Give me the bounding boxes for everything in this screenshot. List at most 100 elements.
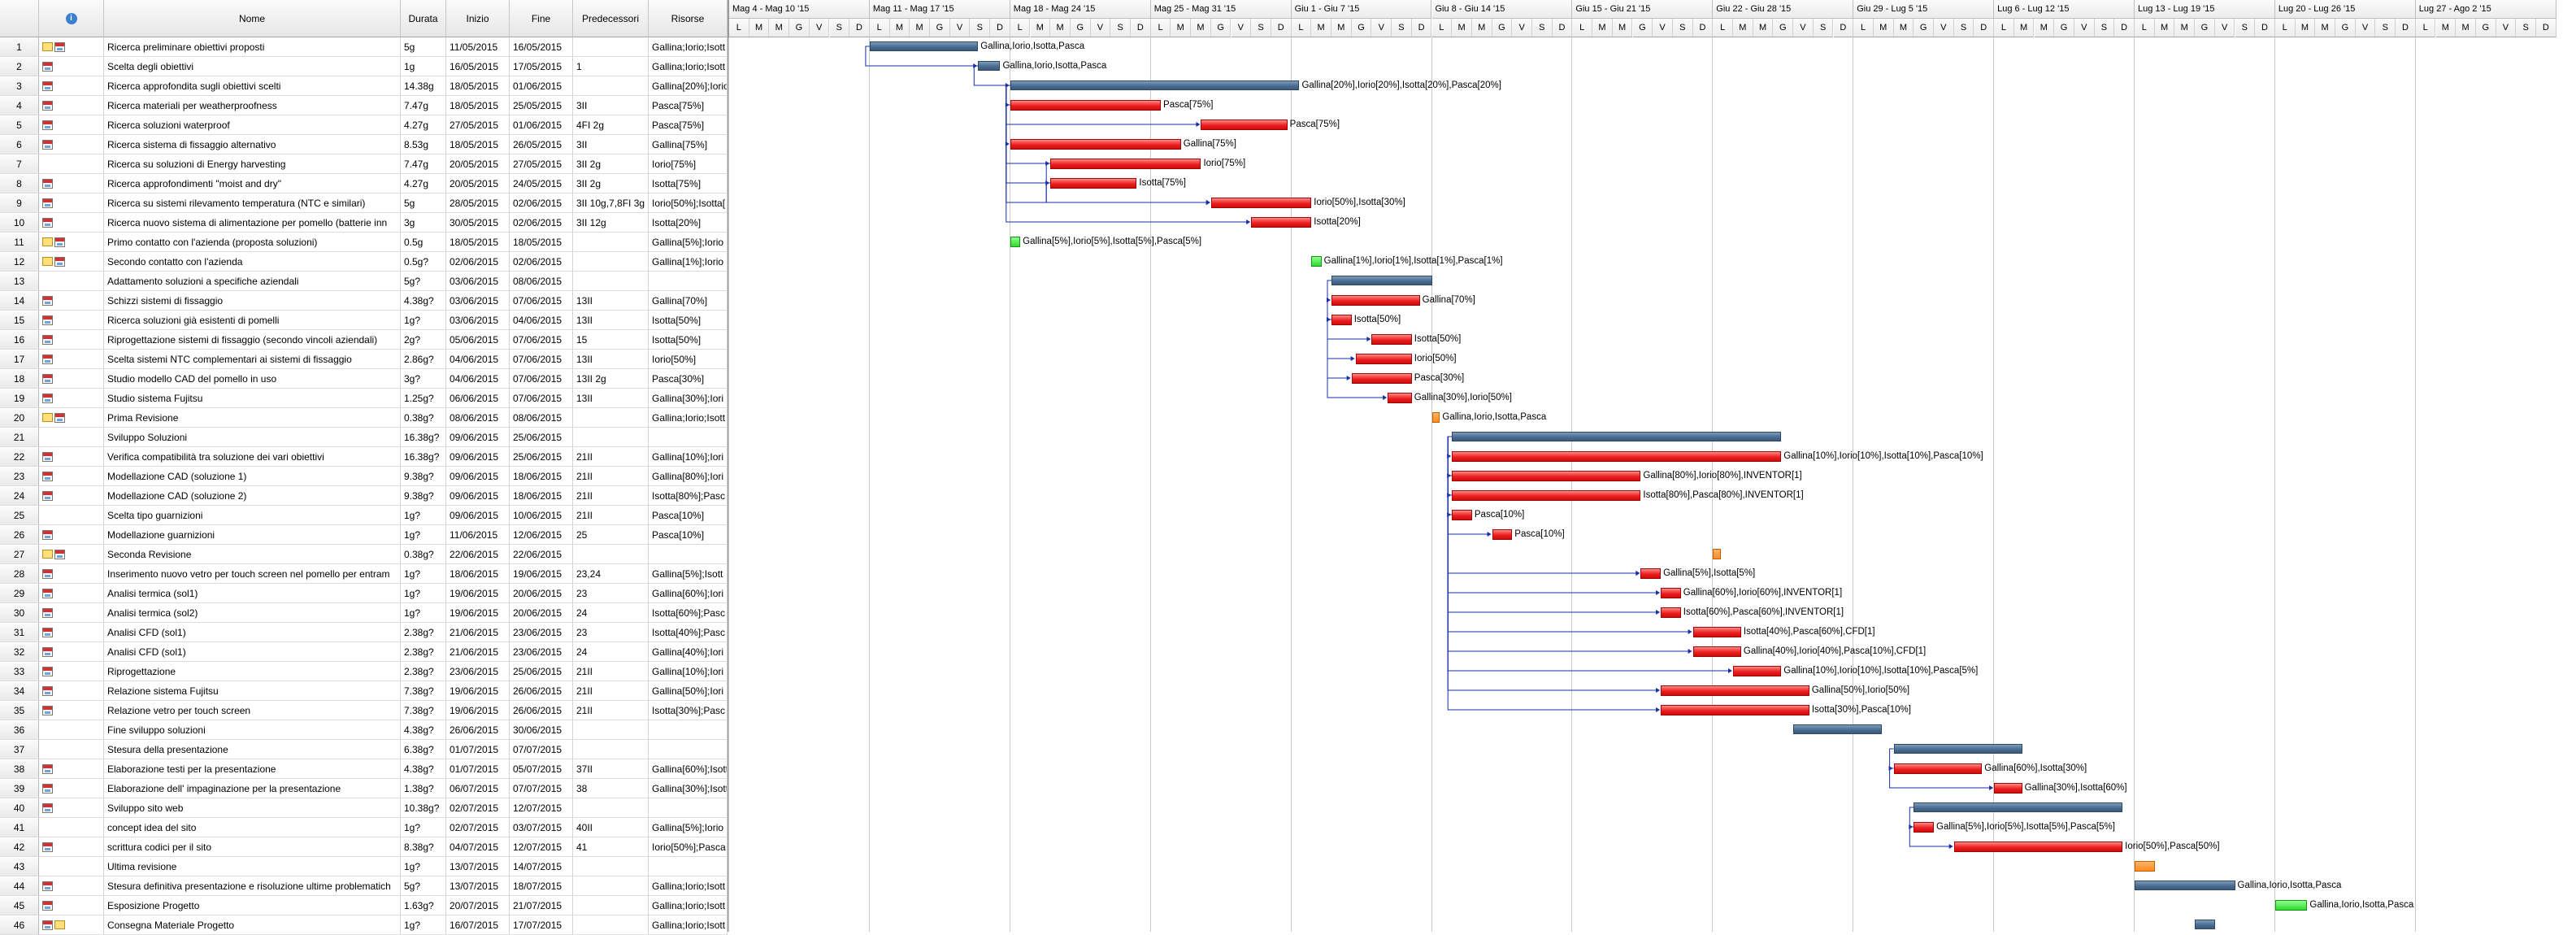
- task-name-cell[interactable]: Riprogettazione sistemi di fissaggio (se…: [104, 330, 401, 350]
- gantt-bar-summary[interactable]: [978, 61, 1001, 71]
- gantt-bar-task[interactable]: [1331, 295, 1420, 306]
- table-row[interactable]: 37 Stesura della presentazione 6.38g? 01/07…: [0, 740, 728, 759]
- task-predecessors-cell[interactable]: 21II: [573, 662, 649, 681]
- task-predecessors-cell[interactable]: 13II 2g: [573, 369, 649, 389]
- column-header-predecessors[interactable]: Predecessori: [573, 0, 649, 37]
- task-end-cell[interactable]: 07/06/2015: [510, 350, 573, 369]
- task-duration-cell[interactable]: 9.38g?: [401, 486, 446, 506]
- task-end-cell[interactable]: 02/06/2015: [510, 194, 573, 213]
- task-start-cell[interactable]: 28/05/2015: [446, 194, 510, 213]
- table-row[interactable]: 21 Sviluppo Soluzioni 16.38g? 09/06/2015 25/…: [0, 428, 728, 447]
- table-row[interactable]: 46 Consegna Materiale Progetto 1g? 16/07/20…: [0, 915, 728, 935]
- task-predecessors-cell[interactable]: 21II: [573, 506, 649, 525]
- gantt-bar-task[interactable]: [1452, 471, 1641, 481]
- gantt-bar-milestone-o[interactable]: [2135, 861, 2155, 872]
- task-end-cell[interactable]: 21/07/2015: [510, 896, 573, 915]
- calendar-icon[interactable]: [42, 393, 53, 403]
- task-start-cell[interactable]: 09/06/2015: [446, 428, 510, 447]
- note-icon[interactable]: [42, 413, 53, 422]
- table-row[interactable]: 44 Stesura definitiva presentazione e ris…: [0, 876, 728, 896]
- task-start-cell[interactable]: 01/07/2015: [446, 759, 510, 779]
- task-duration-cell[interactable]: 1g?: [401, 311, 446, 330]
- gantt-bar-summary[interactable]: [2195, 920, 2215, 929]
- task-predecessors-cell[interactable]: [573, 857, 649, 876]
- task-start-cell[interactable]: 26/06/2015: [446, 720, 510, 740]
- task-predecessors-cell[interactable]: 37II: [573, 759, 649, 779]
- calendar-icon[interactable]: [42, 607, 53, 618]
- task-resources-cell[interactable]: Gallina;Iorio;Isott: [649, 876, 728, 896]
- task-duration-cell[interactable]: 1g?: [401, 525, 446, 545]
- calendar-icon[interactable]: [42, 100, 53, 111]
- gantt-bar-task[interactable]: [1452, 490, 1641, 501]
- task-end-cell[interactable]: 02/06/2015: [510, 252, 573, 272]
- task-name-cell[interactable]: Ricerca preliminare obiettivi proposti: [104, 37, 401, 57]
- task-predecessors-cell[interactable]: 13II: [573, 389, 649, 408]
- table-row[interactable]: 5 Ricerca soluzioni waterproof 4.27g 27/05/…: [0, 115, 728, 135]
- gantt-bar-task[interactable]: [1914, 822, 1934, 833]
- gantt-bar-task[interactable]: [1210, 198, 1312, 208]
- task-start-cell[interactable]: 06/06/2015: [446, 389, 510, 408]
- task-predecessors-cell[interactable]: [573, 408, 649, 428]
- task-name-cell[interactable]: Modellazione CAD (soluzione 2): [104, 486, 401, 506]
- table-row[interactable]: 18 Studio modello CAD del pomello in uso 3…: [0, 369, 728, 389]
- task-resources-cell[interactable]: Isotta[30%];Pasc: [649, 701, 728, 720]
- gantt-bar-task[interactable]: [1050, 178, 1137, 189]
- task-end-cell[interactable]: 07/07/2015: [510, 740, 573, 759]
- task-name-cell[interactable]: Ricerca su soluzioni di Energy harvestin…: [104, 154, 401, 174]
- table-row[interactable]: 26 Modellazione guarnizioni 1g? 11/06/2015 1…: [0, 525, 728, 545]
- gantt-bar-summary[interactable]: [1893, 744, 2022, 754]
- task-name-cell[interactable]: Stesura della presentazione: [104, 740, 401, 759]
- task-resources-cell[interactable]: Gallina[20%];Iorio: [649, 76, 728, 96]
- task-predecessors-cell[interactable]: 24: [573, 603, 649, 623]
- gantt-bar-task[interactable]: [1692, 627, 1741, 637]
- task-predecessors-cell[interactable]: 3II: [573, 96, 649, 115]
- table-row[interactable]: 32 Analisi CFD (sol1) 2.38g? 21/06/2015 23/0…: [0, 642, 728, 662]
- table-row[interactable]: 40 Sviluppo sito web 10.38g? 02/07/2015 12/0…: [0, 798, 728, 818]
- gantt-bar-milestone-g[interactable]: [1311, 256, 1322, 267]
- task-name-cell[interactable]: Scelta tipo guarnizioni: [104, 506, 401, 525]
- task-start-cell[interactable]: 13/07/2015: [446, 857, 510, 876]
- table-row[interactable]: 33 Riprogettazione 2.38g? 23/06/2015 25/06/2…: [0, 662, 728, 681]
- task-predecessors-cell[interactable]: 13II: [573, 350, 649, 369]
- task-name-cell[interactable]: scrittura codici per il sito: [104, 837, 401, 857]
- task-resources-cell[interactable]: Isotta[20%]: [649, 213, 728, 233]
- task-name-cell[interactable]: Ricerca soluzioni già esistenti di pomel…: [104, 311, 401, 330]
- task-duration-cell[interactable]: 1g?: [401, 857, 446, 876]
- task-name-cell[interactable]: Analisi CFD (sol1): [104, 642, 401, 662]
- task-end-cell[interactable]: 14/07/2015: [510, 857, 573, 876]
- task-start-cell[interactable]: 09/06/2015: [446, 467, 510, 486]
- task-end-cell[interactable]: 24/05/2015: [510, 174, 573, 194]
- task-predecessors-cell[interactable]: 23: [573, 623, 649, 642]
- task-start-cell[interactable]: 16/07/2015: [446, 915, 510, 935]
- table-row[interactable]: 20 Prima Revisione 0.38g? 08/06/2015 08/06/2…: [0, 408, 728, 428]
- task-name-cell[interactable]: Ricerca materiali per weatherproofness: [104, 96, 401, 115]
- note-icon[interactable]: [42, 42, 53, 51]
- task-start-cell[interactable]: 03/06/2015: [446, 311, 510, 330]
- task-duration-cell[interactable]: 7.47g: [401, 154, 446, 174]
- task-resources-cell[interactable]: Gallina[70%]: [649, 291, 728, 311]
- calendar-icon[interactable]: [42, 471, 53, 481]
- calendar-icon[interactable]: [42, 646, 53, 657]
- column-header-indicators[interactable]: i: [39, 0, 104, 37]
- task-resources-cell[interactable]: [649, 272, 728, 291]
- task-start-cell[interactable]: 04/07/2015: [446, 837, 510, 857]
- task-start-cell[interactable]: 19/06/2015: [446, 681, 510, 701]
- task-predecessors-cell[interactable]: 3II 10g,7,8FI 3g: [573, 194, 649, 213]
- gantt-bar-task[interactable]: [1351, 373, 1412, 384]
- table-row[interactable]: 8 Ricerca approfondimenti "moist and dry"…: [0, 174, 728, 194]
- task-duration-cell[interactable]: 2.86g?: [401, 350, 446, 369]
- task-resources-cell[interactable]: Pasca[30%]: [649, 369, 728, 389]
- task-end-cell[interactable]: 18/07/2015: [510, 876, 573, 896]
- gantt-bar-milestone-o[interactable]: [1431, 412, 1440, 423]
- task-duration-cell[interactable]: 6.38g?: [401, 740, 446, 759]
- task-duration-cell[interactable]: 8.53g: [401, 135, 446, 154]
- task-start-cell[interactable]: 20/05/2015: [446, 154, 510, 174]
- task-name-cell[interactable]: Fine sviluppo soluzioni: [104, 720, 401, 740]
- task-resources-cell[interactable]: [649, 545, 728, 564]
- task-start-cell[interactable]: 18/05/2015: [446, 135, 510, 154]
- task-end-cell[interactable]: 01/06/2015: [510, 115, 573, 135]
- gantt-bar-task[interactable]: [1661, 588, 1681, 598]
- task-name-cell[interactable]: Ricerca approfondita sugli obiettivi sce…: [104, 76, 401, 96]
- gantt-bar-summary[interactable]: [2135, 881, 2235, 890]
- table-row[interactable]: 3 Ricerca approfondita sugli obiettivi sc…: [0, 76, 728, 96]
